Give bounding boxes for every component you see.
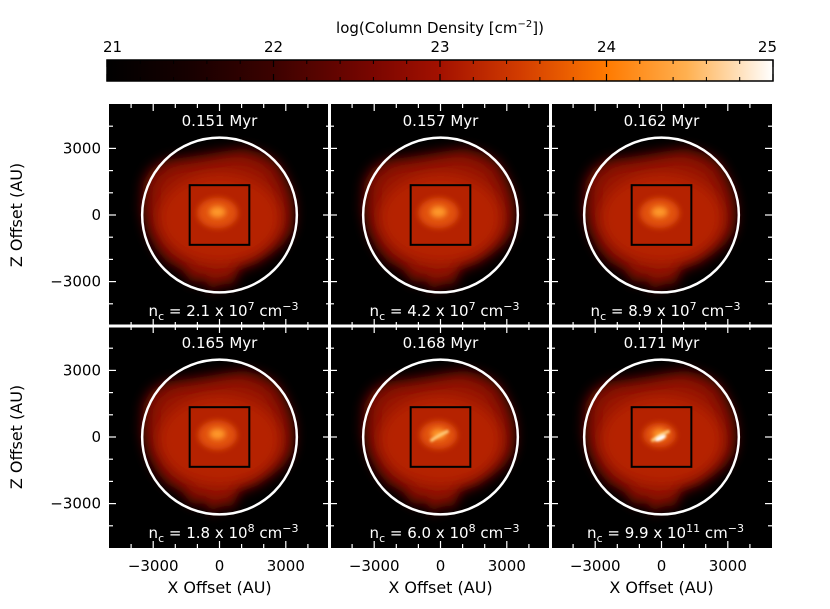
x-tick-label: 0 [657,557,667,575]
x-tick-label: 3000 [488,557,526,575]
x-tick-label: −3000 [128,557,179,575]
y-tick-label: 0 [91,206,101,224]
colorbar-title: log(Column Density [cm−2]) [336,19,544,37]
panel-time-label: 0.162 Myr [624,112,701,130]
x-tick-label: −3000 [349,557,400,575]
y-tick-label: 0 [91,428,101,446]
panel-1: 0.151 Myr nc = 2.1 x 107 cm−3 [109,104,330,326]
boundary-circle [361,358,520,516]
core-filament [429,429,450,443]
panel-5: 0.168 Myr nc = 6.0 x 108 cm−3 [330,326,551,548]
panel-2: 0.157 Myr nc = 4.2 x 107 cm−3 [330,104,551,326]
x-tick-label: 3000 [267,557,305,575]
colorbar-tick-labels: 21 22 23 24 25 [103,38,777,56]
colorbar-tick-label: 21 [103,38,122,56]
boundary-circle [582,358,741,516]
core-bright [209,206,226,218]
x-tick-label: 0 [436,557,446,575]
x-tick-label: 0 [215,557,225,575]
boundary-circle [140,136,299,294]
axes: 3000 0 −3000 Z Offset (AU) 3000 0 −3000 Z Offse… [7,139,747,597]
panel-3: 0.162 Myr nc = 8.9 x 107 cm−3 [551,104,772,326]
zoom-box [188,184,251,246]
colorbar-tick-label: 22 [264,38,283,56]
x-axis-title: X Offset (AU) [167,578,271,597]
colorbar-ticks [106,60,774,81]
x-axis-title: X Offset (AU) [609,578,713,597]
colorbar-tick-label: 23 [430,38,449,56]
panel-density-label: nc = 9.9 x 1011 cm−3 [587,522,744,545]
panel-6: 0.171 Myr nc = 9.9 x 1011 cm−3 [551,326,772,548]
zoom-box [630,184,693,246]
boundary-circle [361,136,520,294]
boundary-circle [582,136,741,294]
colorbar-tick-label: 24 [597,38,616,56]
panel-4: 0.165 Myr nc = 1.8 x 108 cm−3 [109,326,330,548]
core-bright [651,206,668,218]
zoom-box [409,184,472,246]
y-axis-title: Z Offset (AU) [7,163,26,267]
y-tick-label: −3000 [50,495,101,513]
panel-time-label: 0.168 Myr [403,334,480,352]
zoom-box [188,406,251,468]
y-tick-label: −3000 [50,273,101,291]
x-tick-label: −3000 [570,557,621,575]
colorbar-tick-label: 25 [758,38,777,56]
panel-time-label: 0.151 Myr [182,112,259,130]
core-bright [430,206,447,218]
y-tick-label: 3000 [63,139,101,157]
panel-time-label: 0.165 Myr [182,334,259,352]
panel-density-label: nc = 8.9 x 107 cm−3 [591,300,741,323]
core-bright [209,428,226,440]
y-tick-label: 3000 [63,361,101,379]
panel-density-label: nc = 2.1 x 107 cm−3 [149,300,299,323]
panel-density-label: nc = 4.2 x 107 cm−3 [370,300,520,323]
panel-time-label: 0.171 Myr [624,334,701,352]
core-filament [650,429,671,443]
zoom-box [630,406,693,468]
panel-grid: 0.151 Myr nc = 2.1 x 107 cm−3 0.157 Myr nc … [109,104,772,548]
boundary-circle [140,358,299,516]
panel-time-label: 0.157 Myr [403,112,480,130]
x-axis-title: X Offset (AU) [388,578,492,597]
x-tick-label: 3000 [709,557,747,575]
zoom-box [409,406,472,468]
core-peak [654,434,667,442]
panel-density-label: nc = 6.0 x 108 cm−3 [370,522,520,545]
colorbar: log(Column Density [cm−2]) 21 22 23 24 25 [103,19,777,82]
panel-density-label: nc = 1.8 x 108 cm−3 [149,522,299,545]
y-axis-title: Z Offset (AU) [7,385,26,489]
